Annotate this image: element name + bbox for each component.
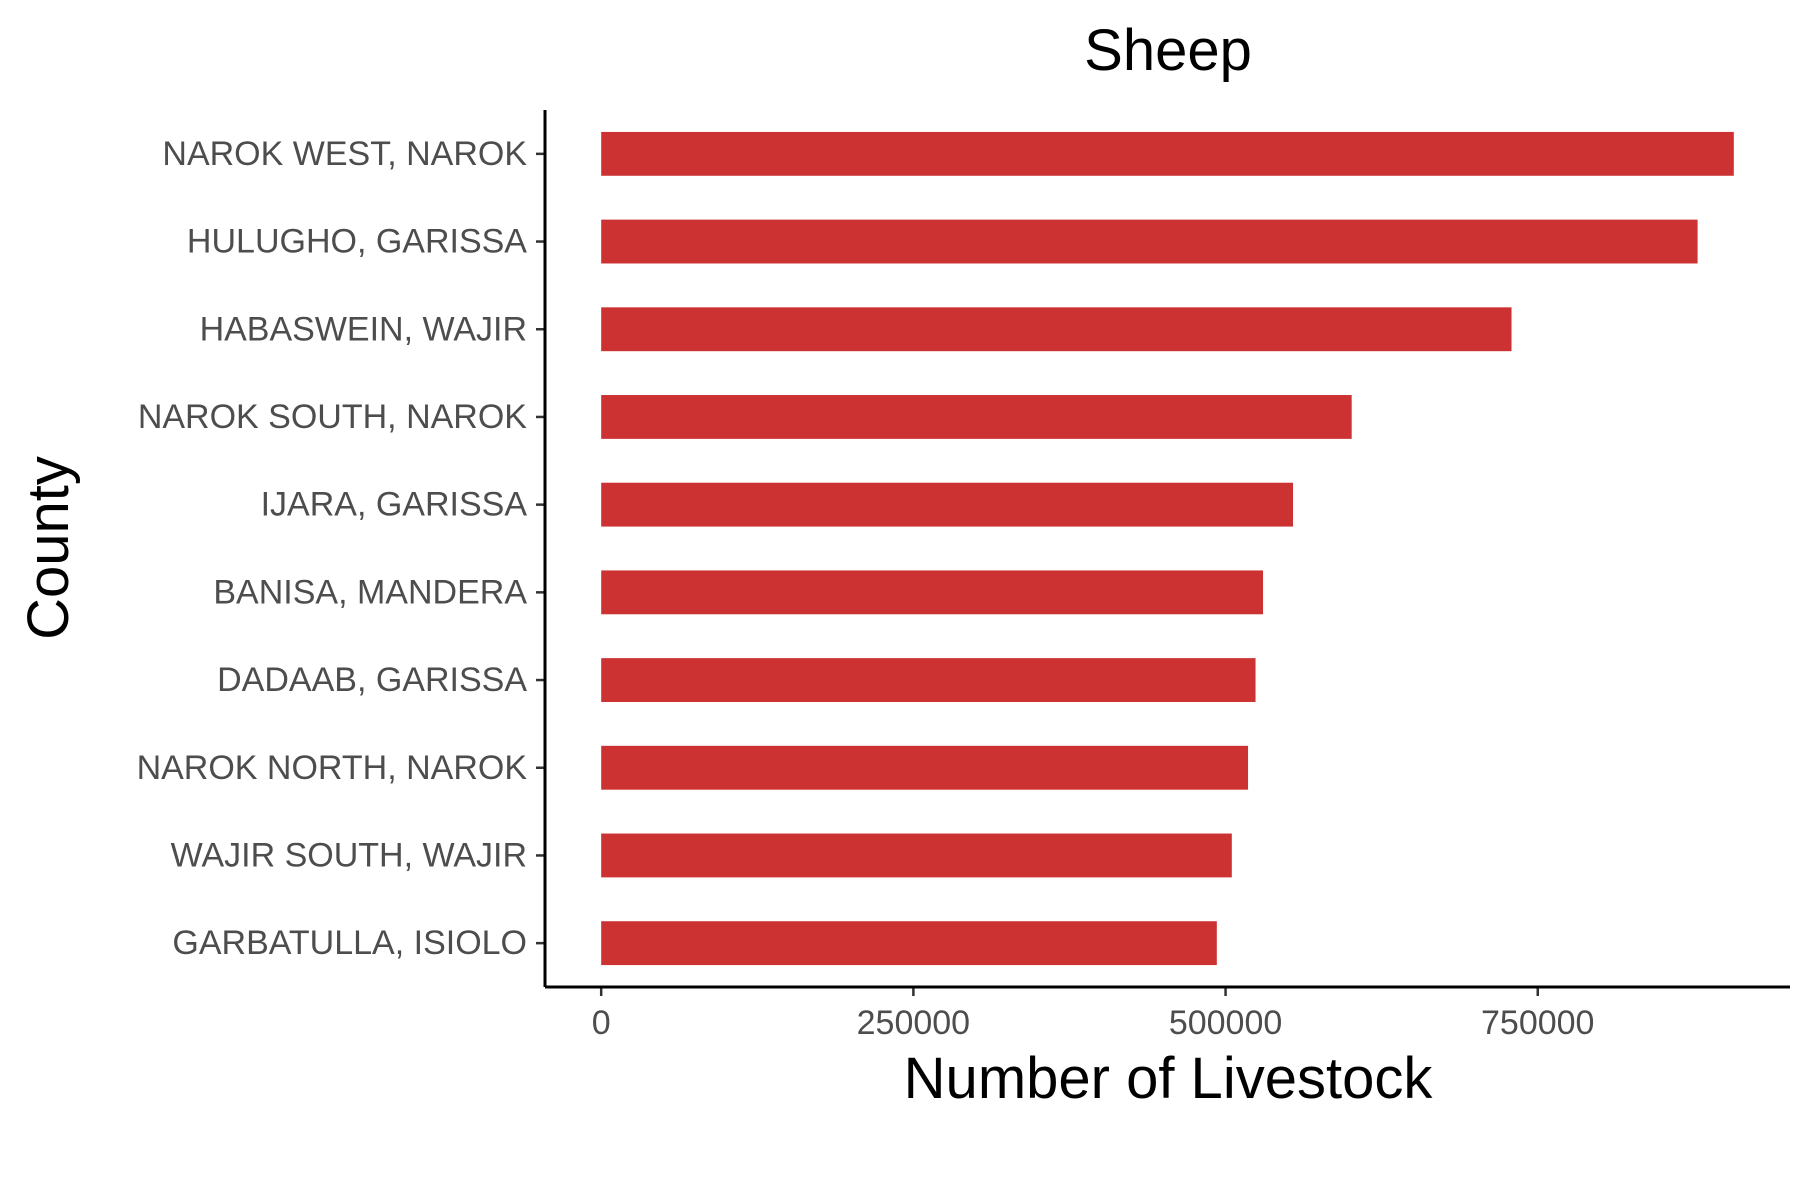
- y-tick-label: HULUGHO, GARISSA: [187, 223, 527, 261]
- y-tick-label: GARBATULLA, ISIOLO: [172, 924, 527, 962]
- y-tick-label: WAJIR SOUTH, WAJIR: [171, 836, 527, 874]
- bar-wajir-south-wajir: [601, 833, 1232, 878]
- y-tick-label: NAROK NORTH, NAROK: [137, 749, 528, 787]
- bar-hulugho-garissa: [601, 219, 1698, 264]
- y-axis-title: County: [16, 456, 81, 640]
- x-tick-label: 750000: [1481, 1004, 1594, 1042]
- chart-title: Sheep: [1084, 18, 1252, 83]
- y-tick-label: DADAAB, GARISSA: [217, 661, 527, 699]
- y-tick-label: IJARA, GARISSA: [261, 486, 528, 524]
- x-tick-label: 500000: [1169, 1004, 1282, 1042]
- y-tick-label: NAROK SOUTH, NAROK: [138, 398, 527, 436]
- x-axis-ticks: 0 250000 500000 750000: [592, 987, 1594, 1042]
- bar-garbatulla-isiolo: [601, 921, 1217, 966]
- bar-narok-west-narok: [601, 131, 1734, 176]
- bar-narok-south-narok: [601, 395, 1352, 439]
- y-tick-label: BANISA, MANDERA: [213, 573, 527, 611]
- x-tick-label: 0: [592, 1004, 611, 1042]
- x-axis-title: Number of Livestock: [904, 1046, 1434, 1111]
- bars-group: [601, 131, 1734, 966]
- bar-banisa-mandera: [601, 570, 1264, 615]
- x-tick-label: 250000: [857, 1004, 970, 1042]
- y-axis-ticks: NAROK WEST, NAROK HULUGHO, GARISSA HABASWE…: [137, 135, 545, 962]
- y-tick-label: HABASWEIN, WAJIR: [200, 310, 527, 348]
- y-tick-label: NAROK WEST, NAROK: [162, 135, 527, 173]
- bar-dadaab-garissa: [601, 658, 1256, 702]
- bar-ijara-garissa: [601, 482, 1293, 527]
- bar-narok-north-narok: [601, 745, 1249, 790]
- bar-habaswein-wajir: [601, 307, 1512, 352]
